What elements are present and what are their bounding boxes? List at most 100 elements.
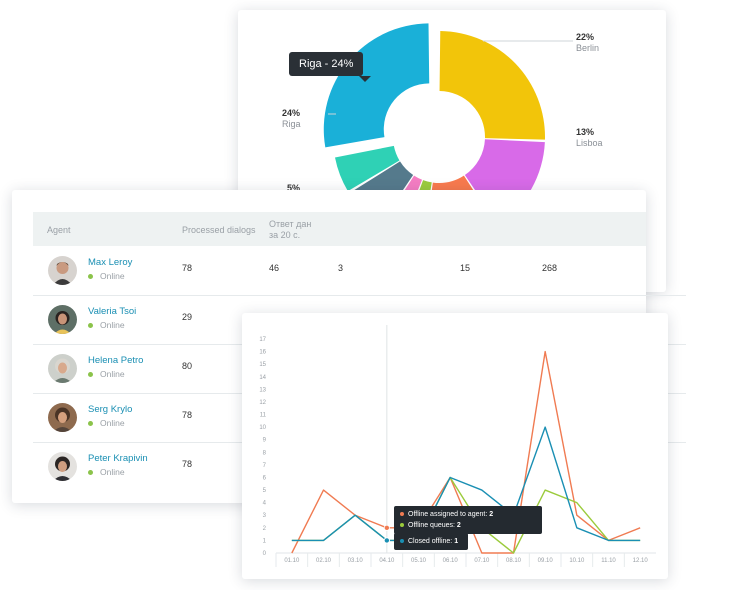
chart-tooltip-label: Offline assigned to agent:: [408, 511, 488, 518]
agent-name[interactable]: Serg Krylo: [88, 404, 133, 415]
column-header-answered[interactable]: Ответ дан за 20 с.: [269, 219, 311, 241]
pie-label-pct: 24%: [282, 108, 301, 118]
x-tick-label: 12.10: [633, 558, 649, 564]
avatar: [48, 256, 77, 285]
table-row[interactable]: Peter Krapivin Online 78: [33, 443, 686, 491]
table-row[interactable]: Max Leroy Online 78 46 3 15 268: [33, 247, 686, 296]
column-header-processed[interactable]: Processed dialogs: [182, 225, 256, 235]
pie-label-pct: 22%: [576, 32, 595, 42]
pie-slice-riga[interactable]: [323, 23, 430, 148]
y-tick-label: 14: [259, 375, 266, 381]
x-tick-label: 10.10: [569, 558, 585, 564]
y-tick-label: 3: [263, 513, 267, 519]
x-tick-label: 03.10: [348, 558, 364, 564]
hover-point: [383, 537, 390, 544]
y-tick-label: 16: [259, 350, 266, 356]
processed-dialogs-value: 78: [182, 459, 193, 469]
online-status-icon: [88, 421, 93, 426]
x-tick-label: 07.10: [474, 558, 490, 564]
y-tick-label: 4: [263, 501, 267, 507]
y-tick-label: 8: [263, 450, 267, 456]
x-tick-label: 02.10: [316, 558, 332, 564]
chart-tooltip-label: Closed offline:: [408, 538, 453, 545]
column-3-value: 3: [338, 263, 344, 273]
pie-label-city: Lisboa: [576, 138, 603, 148]
x-tick-label: 06.10: [443, 558, 459, 564]
pie-label-berlin: 22% Berlin: [576, 32, 599, 54]
answered-value: 46: [269, 263, 280, 273]
online-status-icon: [88, 470, 93, 475]
y-tick-label: 11: [260, 413, 267, 419]
y-tick-label: 5: [263, 488, 267, 494]
chart-tooltip-row: Offline queues: 2: [400, 520, 536, 531]
y-tick-label: 13: [259, 387, 266, 393]
x-tick-label: 09.10: [538, 558, 554, 564]
chart-tooltip-secondary: Closed offline: 1: [394, 533, 468, 550]
pie-label-pct: 5%: [287, 183, 301, 193]
y-tick-label: 9: [263, 438, 267, 444]
series-line-closed-offline[interactable]: [291, 426, 641, 542]
y-tick-label: 6: [263, 475, 267, 481]
y-tick-label: 1: [263, 538, 267, 544]
avatar: [48, 452, 77, 481]
pie-tooltip-text: Riga - 24%: [299, 58, 354, 70]
y-tick-label: 12: [259, 400, 266, 406]
x-tick-label: 04.10: [379, 558, 395, 564]
column-5-value: 268: [542, 263, 558, 273]
pie-label-pct: 13%: [576, 127, 595, 137]
y-tick-label: 10: [259, 425, 266, 431]
y-tick-label: 2: [263, 526, 267, 532]
avatar: [48, 305, 77, 334]
y-tick-label: 0: [263, 551, 267, 557]
agent-name[interactable]: Peter Krapivin: [88, 453, 148, 464]
agent-status: Online: [100, 467, 125, 477]
series-color-dot: [400, 512, 404, 517]
x-tick-label: 11.10: [601, 558, 616, 564]
y-tick-label: 15: [259, 362, 266, 368]
column-4-value: 15: [460, 263, 471, 273]
column-header-answered-line1: Ответ дан: [269, 219, 312, 229]
chart-tooltip-value: 2: [456, 522, 461, 529]
chart-tooltip: Offline assigned to agent: 2 Offline que…: [394, 506, 542, 534]
agent-name[interactable]: Max Leroy: [88, 257, 133, 268]
column-header-answered-line2: за 20 с.: [269, 230, 301, 240]
y-tick-label: 7: [263, 463, 267, 469]
x-tick-label: 01.10: [284, 558, 300, 564]
line-chart-card: 0 1 2 3 4 5 6 7 8 9 10 11 12 13 14 15 16 17 01.10 02.10 03.1…: [242, 313, 668, 579]
agent-status: Online: [100, 271, 125, 281]
avatar: [48, 403, 77, 432]
pie-label-lisboa: 13% Lisboa: [576, 127, 603, 149]
x-tick-label: 05.10: [411, 558, 427, 564]
processed-dialogs-value: 78: [182, 410, 193, 420]
column-header-agent[interactable]: Agent: [47, 225, 71, 235]
series-color-dot: [400, 523, 404, 528]
processed-dialogs-value: 29: [182, 312, 193, 322]
pie-slice-berlin[interactable]: [439, 31, 545, 140]
pie-tooltip: Riga - 24%: [289, 52, 372, 82]
chart-tooltip-value: 1: [454, 538, 459, 545]
pie-label-riga: 24% Riga: [282, 108, 301, 130]
avatar: [48, 354, 77, 383]
pie-label-city: Riga: [282, 119, 301, 129]
pie-label-city: Berlin: [576, 43, 600, 53]
agent-status: Online: [100, 418, 125, 428]
chart-tooltip-row: Closed offline: 1: [400, 536, 462, 547]
chart-tooltip-value: 2: [489, 511, 494, 518]
agent-status: Online: [100, 369, 125, 379]
online-status-icon: [88, 372, 93, 377]
agent-name[interactable]: Helena Petro: [88, 355, 144, 366]
online-status-icon: [88, 323, 93, 328]
agent-name[interactable]: Valeria Tsoi: [88, 306, 137, 317]
hover-point: [383, 524, 390, 531]
table-header: Agent Processed dialogs Ответ дан за 20 …: [33, 212, 646, 246]
x-tick-label: 08.10: [506, 558, 522, 564]
processed-dialogs-value: 78: [182, 263, 193, 273]
y-tick-label: 17: [259, 337, 266, 343]
processed-dialogs-value: 80: [182, 361, 193, 371]
online-status-icon: [88, 274, 93, 279]
pie-slice[interactable]: [335, 145, 400, 192]
chart-tooltip-label: Offline queues:: [408, 522, 455, 529]
series-color-dot: [400, 539, 404, 544]
chart-tooltip-row: Offline assigned to agent: 2: [400, 509, 536, 520]
